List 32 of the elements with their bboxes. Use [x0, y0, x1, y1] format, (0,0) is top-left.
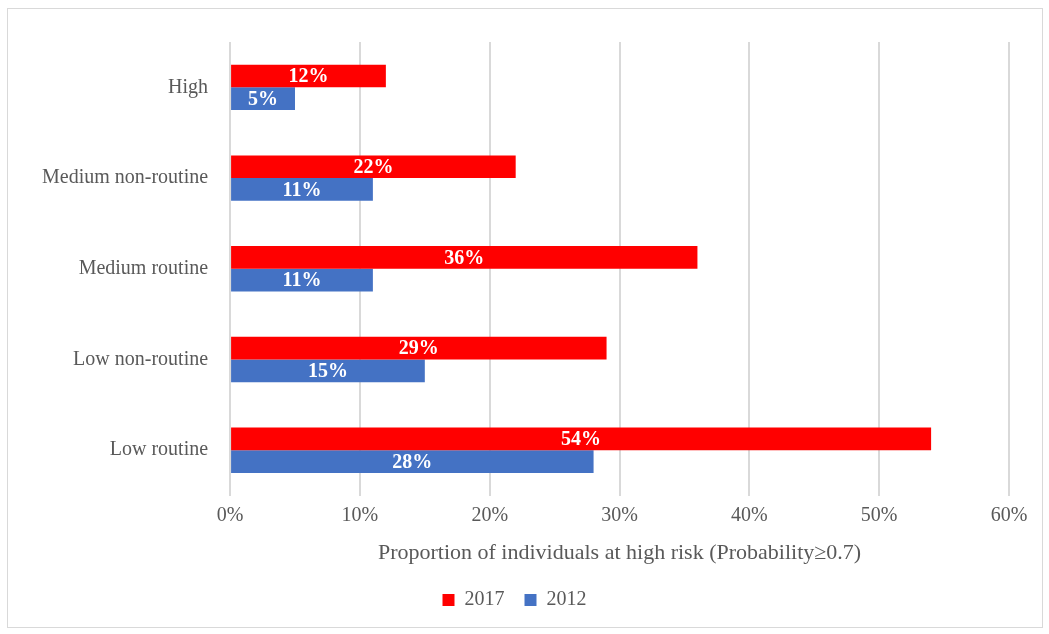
data-label: 15% [307, 359, 348, 382]
y-tick-label: High [168, 74, 209, 98]
x-axis-title: Proportion of individuals at high risk (Probability≥0.7) [377, 538, 862, 564]
y-tick-label: Low non-routine [73, 346, 209, 369]
bar [231, 450, 594, 473]
legend-label: 2012 [546, 587, 587, 610]
bar [231, 178, 373, 201]
bar [231, 427, 932, 451]
x-tick-label: 50% [860, 502, 898, 525]
legend-label: 2017 [464, 587, 505, 610]
data-label: 11% [282, 268, 322, 291]
y-tick-label: Low routine [109, 437, 209, 460]
bar [231, 155, 516, 179]
data-label: 54% [561, 427, 602, 450]
data-label: 11% [282, 177, 322, 200]
x-tick-label: 10% [341, 502, 379, 525]
y-tick-label: Medium non-routine [41, 165, 209, 188]
data-label: 28% [392, 449, 433, 472]
x-tick-label: 20% [471, 502, 509, 525]
x-tick-label: 60% [990, 502, 1028, 525]
bar [231, 359, 425, 383]
bar [231, 246, 698, 269]
data-label: 36% [444, 245, 485, 268]
bar [231, 336, 607, 360]
data-label: 22% [353, 154, 394, 177]
data-label: 5% [248, 86, 279, 109]
data-label: 12% [288, 64, 329, 87]
y-tick-label: Medium routine [78, 256, 209, 279]
x-tick-label: 0% [216, 502, 244, 525]
x-tick-label: 40% [731, 502, 768, 525]
data-label: 29% [398, 336, 439, 359]
x-tick-label: 30% [601, 502, 638, 525]
